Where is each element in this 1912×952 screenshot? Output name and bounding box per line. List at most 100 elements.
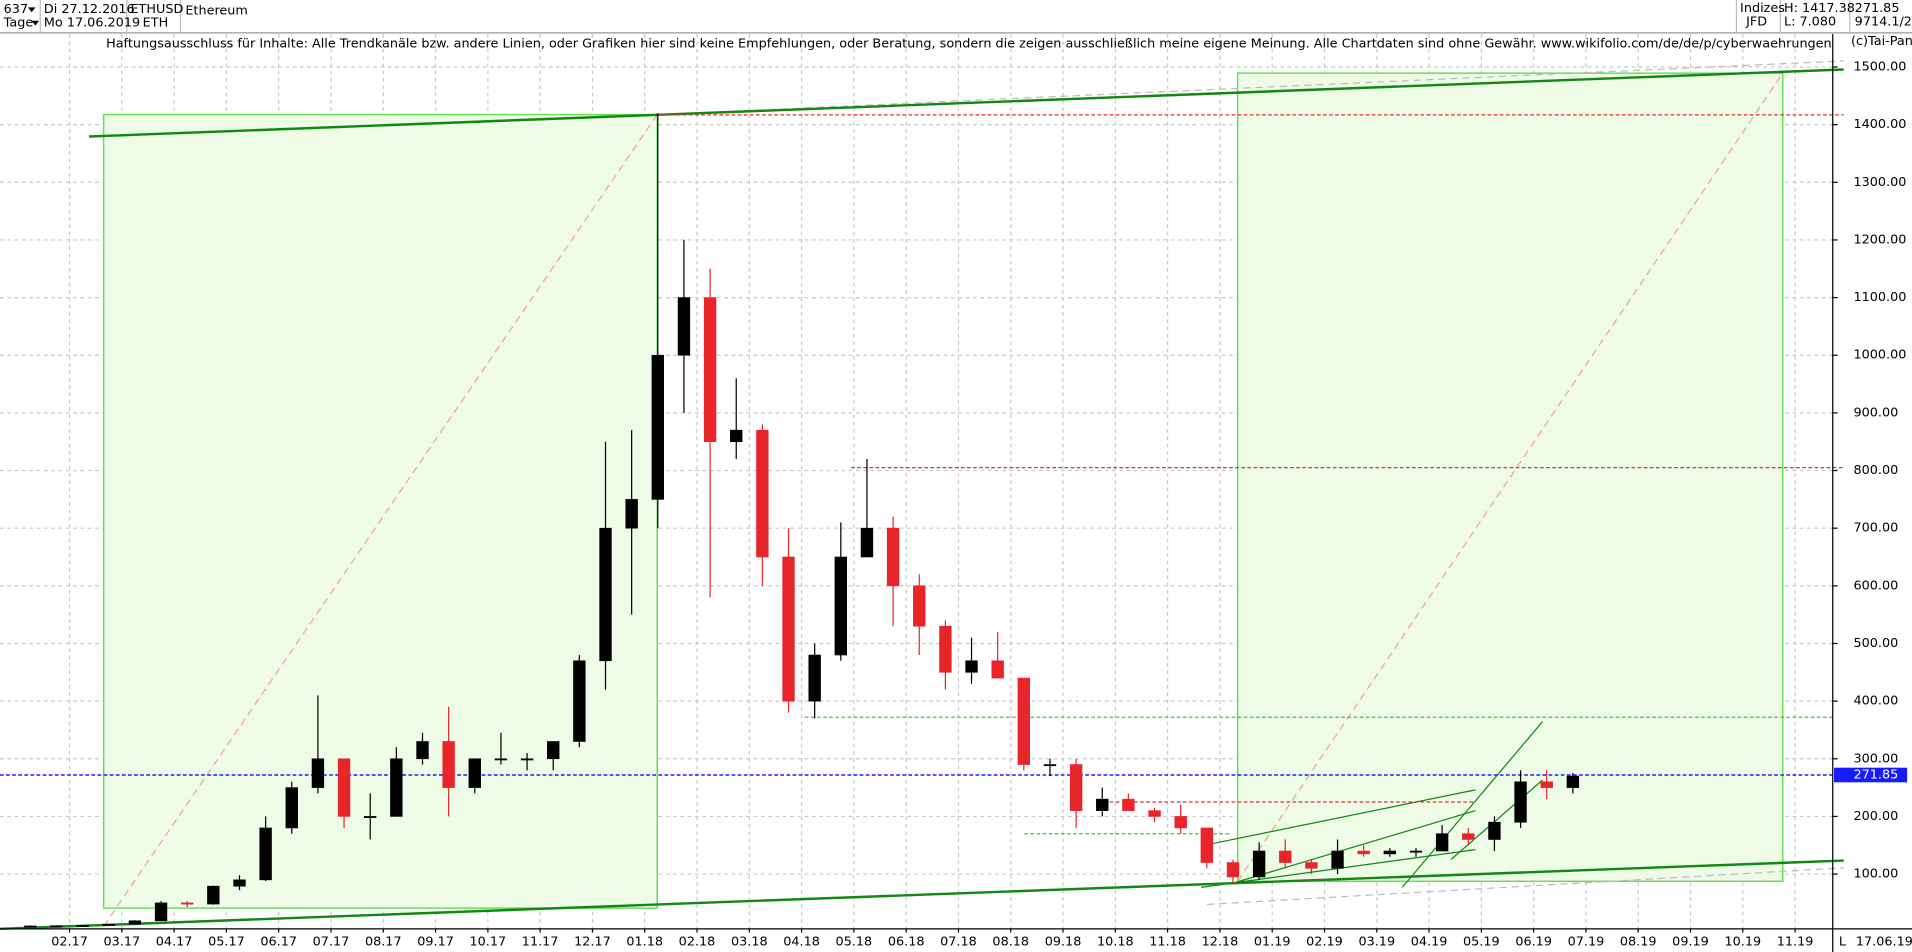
candle-body xyxy=(1174,816,1187,829)
y-tick-label: 800.00 xyxy=(1853,463,1898,478)
x-tick-label: 08.18 xyxy=(992,935,1029,950)
candles xyxy=(24,113,1580,928)
x-tick-label: 09.19 xyxy=(1672,935,1709,950)
y-tick-label: 1000.00 xyxy=(1853,348,1906,363)
symbol: ETHUSD xyxy=(130,2,183,17)
period[interactable]: Tage xyxy=(3,16,34,31)
last-price: 271.85 xyxy=(1855,1,1900,16)
y-tick-label: 400.00 xyxy=(1853,694,1898,709)
trendline xyxy=(0,859,1844,931)
candle-body xyxy=(625,499,638,529)
high: H: 1417.38 xyxy=(1784,1,1855,16)
candle-body xyxy=(1488,821,1501,840)
x-tick-label: 02.19 xyxy=(1306,935,1343,950)
candle-body xyxy=(1514,781,1527,823)
trendline xyxy=(1235,810,1476,884)
x-tick-label: 07.18 xyxy=(940,935,977,950)
annotations xyxy=(0,60,1844,931)
last-price-box xyxy=(1833,767,1908,783)
x-tick-label: 01.19 xyxy=(1254,935,1291,950)
candle-body xyxy=(24,925,37,928)
candle-body xyxy=(337,758,351,817)
x-tick-label: 09.17 xyxy=(417,935,454,950)
y-tick-label: 1400.00 xyxy=(1853,117,1906,132)
candle-body xyxy=(416,741,429,760)
candle-body xyxy=(233,879,246,887)
copyright: (c)Tai-Pan xyxy=(1851,34,1912,49)
candle-body xyxy=(547,741,560,760)
candle-body xyxy=(1435,833,1449,852)
market: Indizes xyxy=(1740,1,1785,16)
candle-body xyxy=(1305,862,1318,869)
x-tick-label: 06.18 xyxy=(888,935,925,950)
candle-body xyxy=(1279,850,1292,863)
x-tick-label: 11.19 xyxy=(1777,935,1814,950)
ratio: 9714.1/26 xyxy=(1855,14,1912,29)
candle-body xyxy=(1122,798,1135,811)
x-tick-label: 08.19 xyxy=(1620,935,1657,950)
x-tick-label: 12.17 xyxy=(574,935,611,950)
x-tick-label: 01.18 xyxy=(626,935,663,950)
candle-body xyxy=(285,787,298,829)
scale-mode[interactable]: L xyxy=(1839,935,1847,950)
candle-body xyxy=(128,920,142,925)
candle-body xyxy=(1409,850,1423,853)
y-tick-label: 200.00 xyxy=(1853,809,1898,824)
candle-body xyxy=(886,527,900,587)
candle-body xyxy=(782,556,795,702)
trendline xyxy=(658,60,1844,116)
candle-body xyxy=(913,585,926,627)
candle-body xyxy=(76,925,89,927)
trendline xyxy=(1207,867,1844,906)
x-tick-label: 06.17 xyxy=(260,935,297,950)
candle-body xyxy=(442,741,455,788)
dropdown-arrow[interactable] xyxy=(31,20,40,26)
symbol-short: ETH xyxy=(143,16,169,31)
x-tick-label: 03.19 xyxy=(1358,935,1395,950)
disclaimer: Haftungsausschluss für Inhalte: Alle Tre… xyxy=(106,36,1832,51)
candle-body xyxy=(599,527,612,662)
candle-body xyxy=(1540,781,1553,788)
trendline xyxy=(1450,779,1543,860)
x-tick-label: 05.19 xyxy=(1463,935,1500,950)
y-tick-label: 500.00 xyxy=(1853,636,1898,651)
x-tick-label: 08.17 xyxy=(365,935,402,950)
candle-body xyxy=(1017,677,1031,765)
candle-body xyxy=(834,556,847,656)
x-tick-label: 06.19 xyxy=(1515,935,1552,950)
candle-body xyxy=(1069,764,1083,811)
y-tick-label: 1200.00 xyxy=(1853,232,1906,247)
candle-body xyxy=(939,625,952,673)
candle-body xyxy=(651,354,664,500)
x-tick-label: 12.18 xyxy=(1202,935,1239,950)
y-tick-label: 900.00 xyxy=(1853,405,1898,420)
candle-body xyxy=(154,902,168,922)
x-tick-label: 11.18 xyxy=(1149,935,1186,950)
diagonal xyxy=(103,114,658,927)
x-tick-label: 04.18 xyxy=(783,935,820,950)
candle-body xyxy=(181,902,194,905)
candle-body xyxy=(991,660,1004,679)
candle-body xyxy=(730,429,743,443)
dropdown-arrow[interactable] xyxy=(28,7,36,13)
bar-count[interactable]: 637 xyxy=(4,2,28,17)
x-end-label: 17.06.19 xyxy=(1856,935,1912,950)
y-tick-label: 1100.00 xyxy=(1853,290,1906,305)
candle-body xyxy=(494,758,508,761)
low: L: 7.080 xyxy=(1784,14,1836,29)
candle-body xyxy=(1462,833,1475,840)
x-tick-label: 04.17 xyxy=(156,935,193,950)
candle-body xyxy=(390,758,403,817)
y-tick-label: 1500.00 xyxy=(1853,59,1906,74)
x-tick-label: 02.17 xyxy=(51,935,88,950)
candle-body xyxy=(1096,798,1109,811)
candle-body xyxy=(50,925,63,928)
candle-body xyxy=(677,297,691,356)
y-tick-label: 100.00 xyxy=(1853,867,1898,882)
candle-body xyxy=(1226,862,1240,878)
candle-body xyxy=(1252,850,1266,878)
end-date: Mo 17.06.2019 xyxy=(44,16,140,31)
trendline xyxy=(1200,789,1476,847)
